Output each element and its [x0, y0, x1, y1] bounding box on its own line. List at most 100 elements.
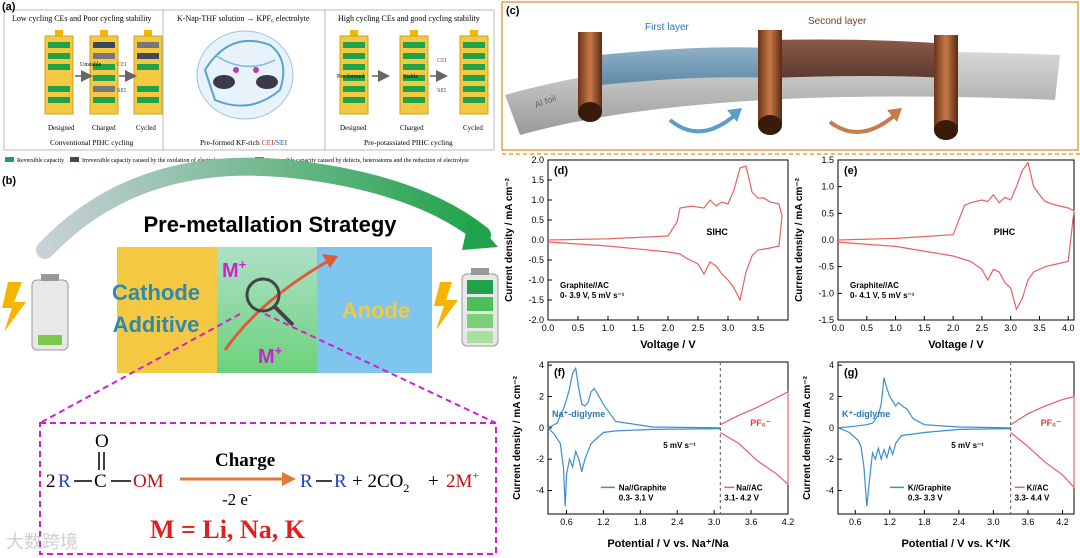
y-tick-label: -1.0	[528, 275, 544, 285]
scan-rate: 5 mV s⁻¹	[951, 441, 984, 450]
x-axis-label: Voltage / V	[640, 339, 696, 351]
chart-note-1: Graphite//AC	[560, 281, 609, 290]
first-layer	[600, 47, 770, 85]
y-tick-label: 0.0	[531, 235, 544, 245]
x-tick-label: 3.6	[745, 517, 758, 527]
y-tick-label: 1.0	[821, 182, 834, 192]
legend-range: 0.3- 3.1 V	[619, 493, 654, 502]
x-tick-label: 4.2	[782, 517, 795, 527]
eq-electrons: -2 e-	[222, 489, 252, 509]
x-tick-label: 3.5	[752, 323, 765, 333]
y-tick-label: 0.5	[821, 208, 834, 218]
panel-label: (d)	[554, 165, 568, 177]
x-tick-label: 1.0	[889, 323, 902, 333]
chart-d: 0.0 0.5 1.0 1.5 2.0 2.5 3.0 3.52.01.51.00.50.0-…	[504, 155, 789, 351]
sei-label-3: SEI	[437, 88, 446, 94]
x-axis-label: Potential / V vs. Na⁺/Na	[607, 538, 729, 550]
col1-state-3: Cycled	[136, 124, 156, 132]
charge-arrow	[36, 157, 491, 259]
legend-a-1: Reversible capacity	[17, 158, 64, 164]
y-tick-label: 0.0	[821, 235, 834, 245]
y-tick-label: 2	[829, 391, 834, 401]
y-tick-label: 4	[829, 360, 834, 370]
legend-range: 0.3- 3.3 V	[908, 493, 943, 502]
col3-state-2: Charged	[400, 124, 424, 132]
battery-cell	[133, 30, 163, 115]
x-tick-label: 0.5	[861, 323, 874, 333]
y-tick-label: -1.5	[528, 295, 544, 305]
x-tick-label: 2.5	[976, 323, 989, 333]
second-layer-label: Second layer	[808, 16, 867, 27]
y-axis-label: Current density / mA cm⁻²	[512, 375, 523, 499]
scan-rate: 5 mV s⁻¹	[663, 441, 696, 450]
x-tick-label: 2.0	[947, 323, 960, 333]
cathode-region	[117, 247, 217, 373]
panel-a-label: (a)	[2, 1, 16, 13]
anode-label: Anode	[342, 298, 410, 323]
x-tick-label: 1.5	[632, 323, 645, 333]
col3-caption: Pre-potassiated PIHC cycling	[364, 138, 453, 147]
x-tick-label: 3.0	[1004, 323, 1017, 333]
x-tick-label: 4.2	[1056, 517, 1069, 527]
roller-1	[578, 32, 602, 112]
y-tick-label: 2	[539, 391, 544, 401]
col2-title: K-Nap-THF solution → KPF₆ electrolyte	[177, 14, 310, 23]
eq-product-r1: R	[300, 471, 313, 492]
y-tick-label: -1.0	[818, 288, 834, 298]
y-tick-label: -0.5	[818, 262, 834, 272]
second-layer	[770, 39, 950, 78]
y-tick-label: -2	[826, 454, 834, 464]
panel-b-label: (b)	[2, 175, 16, 187]
col2-caption: Pre-formed KF-rich CEI/SEI	[200, 138, 288, 147]
chart-annotation: PIHC	[994, 227, 1016, 237]
eq-coeff: 2	[46, 471, 56, 492]
battery-cell	[339, 30, 369, 115]
chart-note-2: 0- 3.9 V, 5 mV s⁻¹	[560, 291, 625, 300]
annotation-red: PF₆⁻	[1041, 418, 1062, 428]
x-tick-label: 2.0	[662, 323, 675, 333]
magnifier-icon	[245, 277, 281, 313]
additive-label: Additive	[113, 312, 200, 337]
x-tick-label: 0.0	[542, 323, 555, 333]
series-line	[1010, 395, 1075, 489]
x-tick-label: 0.6	[560, 517, 573, 527]
battery-cell	[399, 30, 429, 115]
legend-label: K//Graphite	[908, 483, 952, 492]
x-tick-label: 1.5	[918, 323, 931, 333]
battery-empty-icon	[2, 274, 69, 351]
cei-label-1: CEI	[117, 62, 127, 68]
x-tick-label: 3.0	[987, 517, 1000, 527]
x-tick-label: 4.0	[1062, 323, 1075, 333]
legend-range: 3.1- 4.2 V	[724, 493, 759, 502]
legend-a-3: Irreversible capacity caused by defects,…	[267, 157, 469, 164]
col1-caption: Conventional PIHC cycling	[50, 138, 134, 147]
legend-label: Na//Graphite	[619, 483, 667, 492]
preformed-label: Pre-formed	[337, 73, 364, 80]
col1-state-1: Designed	[48, 124, 75, 132]
panel-c-label: (c)	[506, 5, 520, 17]
panel-c: (c) Al foil First layer Second layer	[501, 1, 1079, 151]
roller-3	[934, 35, 958, 130]
stable-label: Stable	[403, 74, 418, 80]
eq-charge: Charge	[215, 450, 275, 471]
col1-title: Low cycling CEs and Poor cycling stabili…	[12, 14, 152, 23]
y-tick-label: -4	[536, 485, 544, 495]
x-tick-label: 1.8	[918, 517, 931, 527]
cv-charts: 0.0 0.5 1.0 1.5 2.0 2.5 3.0 3.5 2.0 1.5 1.0 0.5 0.0 -…	[504, 155, 1075, 550]
chart-annotation: SIHC	[706, 227, 728, 237]
unstable-label: Unstable	[80, 62, 102, 68]
battery-cell	[44, 30, 74, 115]
panel-label: (g)	[844, 367, 858, 379]
y-tick-label: 2.0	[531, 155, 544, 165]
reaction-equation: 2 R C O OM Charge -2 e- R R + 2CO2 + 2M+…	[46, 431, 479, 544]
ion-top: M+	[222, 257, 247, 282]
col3-state-3: Cycled	[463, 124, 483, 132]
reaction-box	[39, 422, 497, 555]
col3-state-1: Designed	[340, 124, 367, 132]
legend-label: Na//AC	[736, 483, 762, 492]
chart-g: 0.6 1.2 1.8 2.4 3.0 3.6 4.2 4 2 0 -2 -4 Potential / …	[802, 360, 1075, 550]
x-tick-label: 1.8	[634, 517, 647, 527]
panel-label: (f)	[554, 367, 565, 379]
ion-flow-arrow	[223, 258, 331, 351]
